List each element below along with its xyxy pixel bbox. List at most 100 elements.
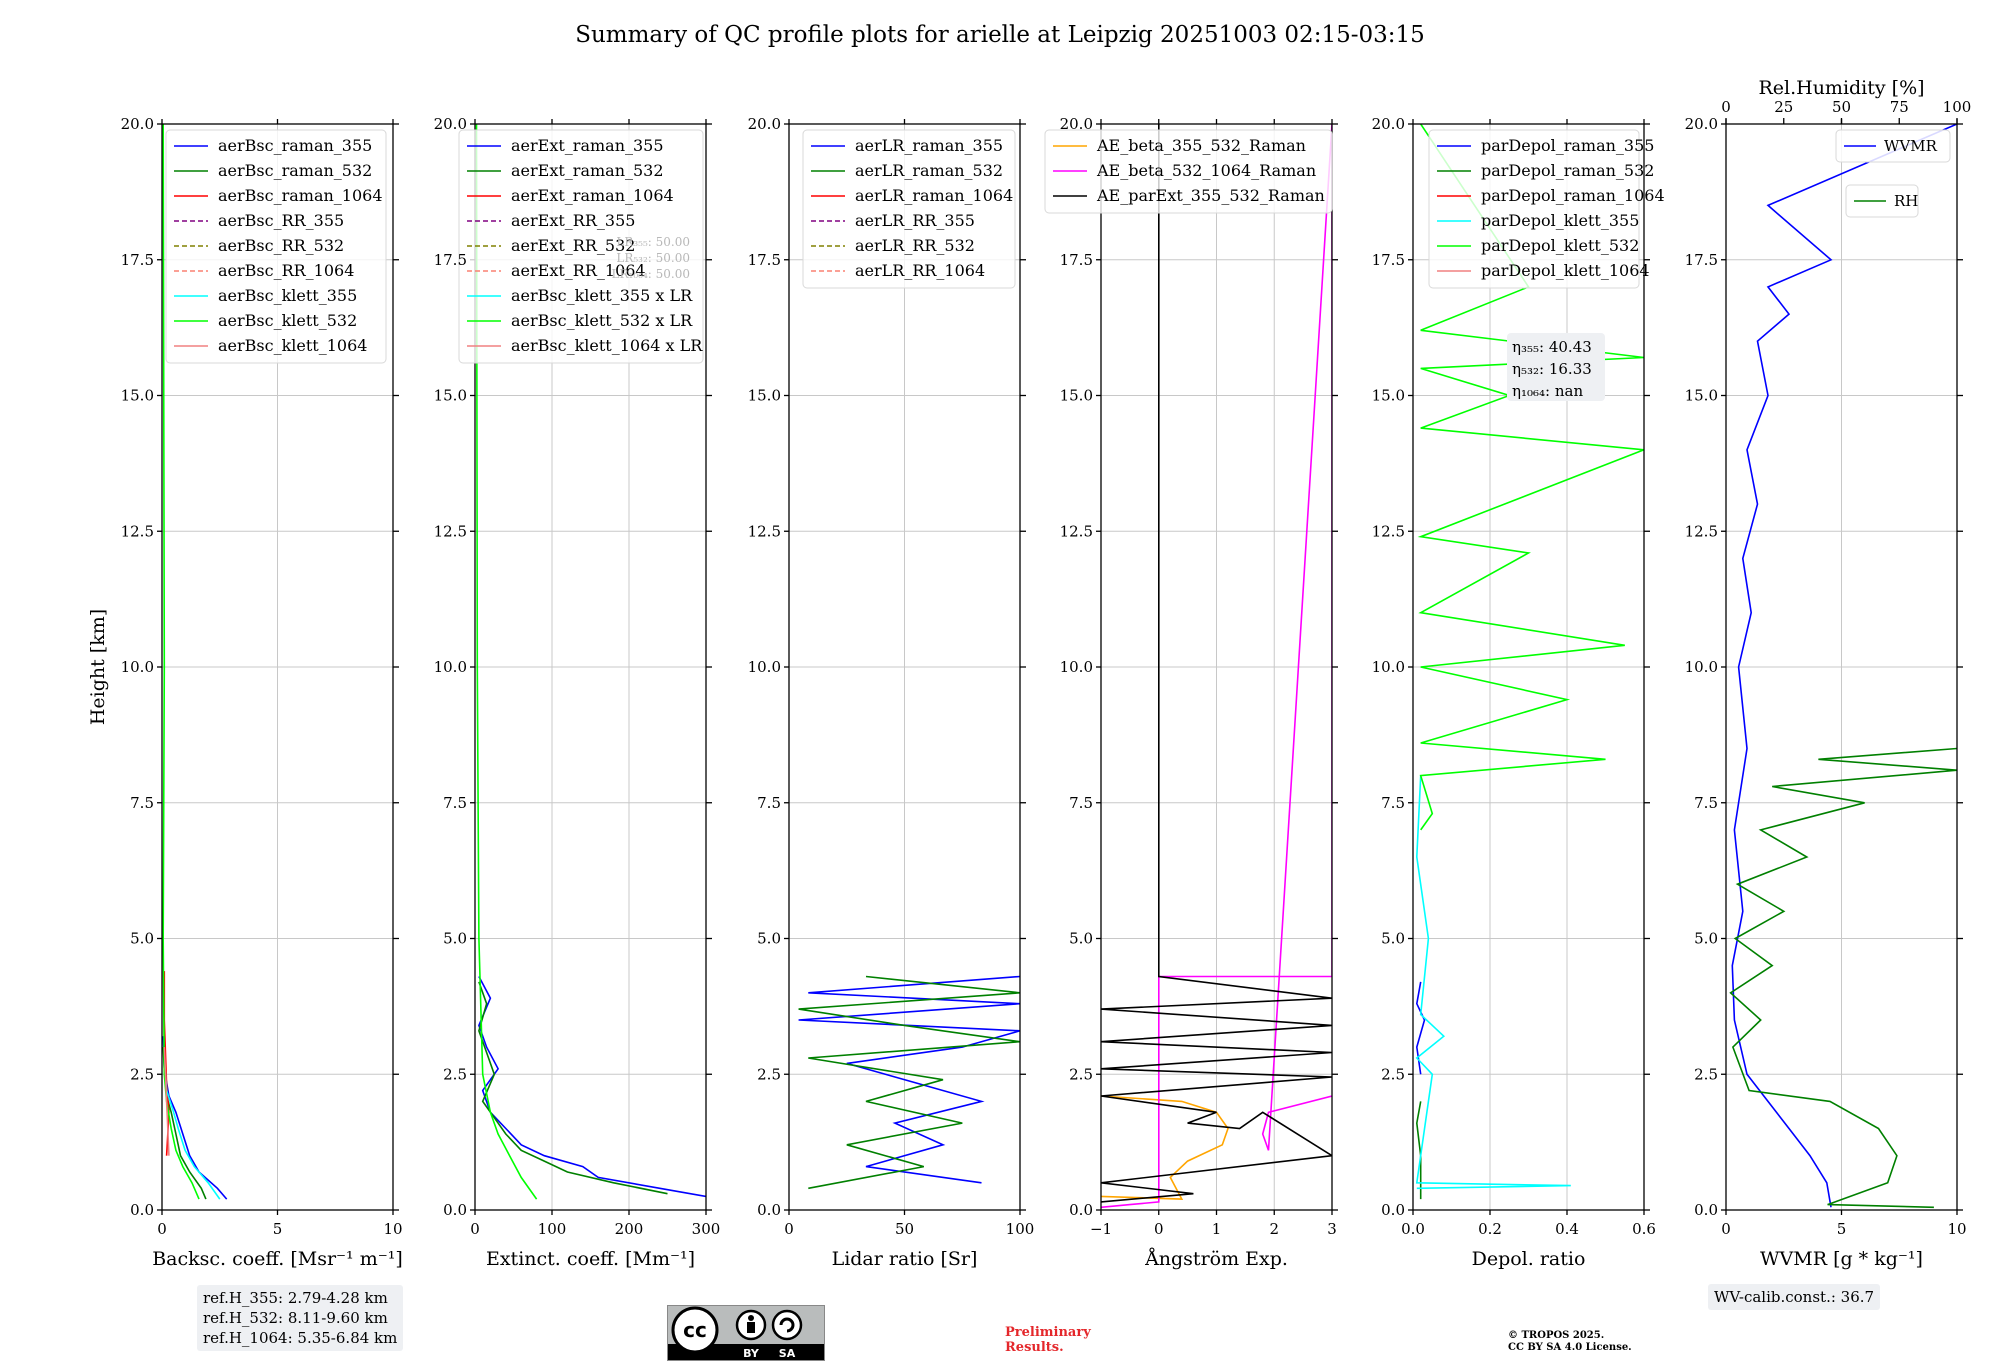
x-axis-label: Extinct. coeff. [Mm⁻¹] bbox=[486, 1248, 695, 1270]
y-tick-label: 7.5 bbox=[757, 794, 781, 812]
legend-label: aerLR_raman_1064 bbox=[855, 186, 1013, 205]
series-line-ae-beta-532-1064-raman bbox=[1101, 124, 1332, 1209]
legend-label: aerBsc_klett_1064 bbox=[218, 336, 367, 355]
x-tick-label: 3 bbox=[1327, 1220, 1337, 1238]
x2-tick-label: 75 bbox=[1890, 98, 1909, 116]
legend-box bbox=[1835, 129, 1951, 163]
eta-annotation: η₃₅₅: 40.43 bbox=[1512, 338, 1592, 356]
legend-label: aerBsc_klett_532 x LR bbox=[511, 311, 693, 330]
series-line-aerlr-raman-532 bbox=[798, 975, 1020, 1190]
panel-backscatter bbox=[157, 119, 399, 1215]
series-line-rh bbox=[1729, 747, 1957, 1209]
series-line-pardepol-klett-355 bbox=[1415, 775, 1571, 1190]
y-tick-label: 0.0 bbox=[1069, 1201, 1093, 1219]
legend-box bbox=[458, 129, 704, 364]
legend-label: aerBsc_raman_355 bbox=[218, 136, 372, 155]
eta-annotation: η₅₃₂: 16.33 bbox=[1512, 360, 1592, 378]
x2-tick-label: 50 bbox=[1832, 98, 1851, 116]
x2-axis-label: Rel.Humidity [%] bbox=[1758, 77, 1924, 99]
legend-label: aerBsc_RR_1064 bbox=[218, 261, 354, 280]
figure-title: Summary of QC profile plots for arielle … bbox=[575, 22, 1425, 48]
x-tick-label: 0.0 bbox=[1401, 1220, 1425, 1238]
y-tick-label: 12.5 bbox=[1685, 522, 1718, 540]
lidar-ratio-annotation: LR₃₅₅: 50.00 bbox=[616, 235, 690, 249]
legend-label: parDepol_klett_355 bbox=[1481, 211, 1639, 230]
y-tick-label: 20.0 bbox=[434, 115, 467, 133]
y-tick-label: 10.0 bbox=[1685, 658, 1718, 676]
series-group bbox=[162, 124, 228, 1200]
y-tick-label: 2.5 bbox=[1069, 1065, 1093, 1083]
legend-label: parDepol_klett_1064 bbox=[1481, 261, 1650, 280]
series-group bbox=[475, 124, 706, 1200]
series-group bbox=[1415, 124, 1644, 1200]
y-tick-label: 2.5 bbox=[1694, 1065, 1718, 1083]
series-line-aerbsc-klett-1064 bbox=[163, 1047, 170, 1156]
y-tick-label: 7.5 bbox=[1381, 794, 1405, 812]
x-axis-label: Lidar ratio [Sr] bbox=[832, 1248, 978, 1270]
y-tick-label: 5.0 bbox=[757, 930, 781, 948]
x-axis-label: Backsc. coeff. [Msr⁻¹ m⁻¹] bbox=[152, 1248, 403, 1270]
x-tick-label: 5 bbox=[273, 1220, 283, 1238]
y-tick-label: 5.0 bbox=[1069, 930, 1093, 948]
y-tick-label: 7.5 bbox=[1069, 794, 1093, 812]
legend-label: aerBsc_raman_1064 bbox=[218, 186, 383, 205]
legend-label: aerBsc_RR_532 bbox=[218, 236, 344, 255]
legend-label: aerBsc_klett_355 x LR bbox=[511, 286, 693, 305]
wv-calibration-box: WV-calib.const.: 36.7 bbox=[1708, 1284, 1881, 1310]
x-tick-label: 1 bbox=[1212, 1220, 1222, 1238]
y-tick-label: 15.0 bbox=[434, 387, 467, 405]
x-tick-label: 0 bbox=[1721, 1220, 1731, 1238]
preliminary-note: Preliminary Results. bbox=[1005, 1325, 1091, 1355]
cc-text: cc bbox=[683, 1318, 707, 1342]
legend-label: aerExt_raman_1064 bbox=[511, 186, 674, 205]
eta-annotation: η₁₀₆₄: nan bbox=[1512, 382, 1583, 400]
x-tick-label: −1 bbox=[1090, 1220, 1112, 1238]
y-tick-label: 15.0 bbox=[1060, 387, 1093, 405]
x-tick-label: 2 bbox=[1269, 1220, 1279, 1238]
lidar-ratio-annotation: LR₁₀₆₄: 50.00 bbox=[612, 267, 690, 281]
legend-label: aerBsc_RR_355 bbox=[218, 211, 344, 230]
y-tick-label: 0.0 bbox=[1694, 1201, 1718, 1219]
y-tick-label: 17.5 bbox=[1685, 251, 1718, 269]
x-tick-label: 0.2 bbox=[1478, 1220, 1502, 1238]
x-tick-label: 0.4 bbox=[1555, 1220, 1579, 1238]
series-group bbox=[798, 975, 1020, 1190]
eta-annotation-box bbox=[1507, 333, 1605, 401]
y-tick-label: 17.5 bbox=[121, 251, 154, 269]
series-line-aerbsc-klett-355 bbox=[163, 1057, 221, 1200]
series-line-aerbsc-klett-532 bbox=[162, 124, 200, 1200]
panel-wvmr bbox=[1721, 118, 1963, 1215]
x-tick-label: 50 bbox=[895, 1220, 914, 1238]
legend-label: aerLR_RR_355 bbox=[855, 211, 975, 230]
y-tick-label: 12.5 bbox=[1060, 522, 1093, 540]
legend-label: WVMR bbox=[1884, 137, 1938, 155]
legend-label: parDepol_raman_1064 bbox=[1481, 186, 1665, 205]
y-tick-label: 10.0 bbox=[1372, 658, 1405, 676]
y-axis-label: Height [km] bbox=[87, 609, 109, 725]
x-tick-label: 10 bbox=[1947, 1220, 1966, 1238]
refh-1064: ref.H_1064: 5.35-6.84 km bbox=[203, 1329, 398, 1347]
y-tick-label: 2.5 bbox=[757, 1065, 781, 1083]
legend-label: aerLR_RR_1064 bbox=[855, 261, 985, 280]
series-line-pardepol-klett-532 bbox=[1417, 124, 1644, 831]
cc-by-sa-badge: cc BY SA bbox=[667, 1305, 825, 1361]
panel-extinction bbox=[458, 119, 712, 1215]
copyright-line-1: © TROPOS 2025. bbox=[1508, 1330, 1605, 1341]
legend-label: RH bbox=[1894, 192, 1918, 210]
y-tick-label: 17.5 bbox=[434, 251, 467, 269]
x-tick-label: 0 bbox=[470, 1220, 480, 1238]
legend-label: aerExt_raman_355 bbox=[511, 136, 664, 155]
refh-355: ref.H_355: 2.79-4.28 km bbox=[203, 1289, 388, 1307]
y-tick-label: 12.5 bbox=[748, 522, 781, 540]
panel-lidar_ratio bbox=[784, 119, 1026, 1215]
y-tick-label: 10.0 bbox=[121, 658, 154, 676]
x-tick-label: 300 bbox=[692, 1220, 721, 1238]
x-tick-label: 0 bbox=[784, 1220, 794, 1238]
x-tick-label: 0 bbox=[1154, 1220, 1164, 1238]
legend-label: parDepol_klett_532 bbox=[1481, 236, 1639, 255]
series-line-ae-parext-355-532-raman bbox=[1101, 124, 1332, 1203]
x-tick-label: 200 bbox=[615, 1220, 644, 1238]
x-axis-label: Ångström Exp. bbox=[1144, 1248, 1288, 1270]
x-tick-label: 0.6 bbox=[1632, 1220, 1656, 1238]
x-axis-label: Depol. ratio bbox=[1472, 1248, 1586, 1270]
